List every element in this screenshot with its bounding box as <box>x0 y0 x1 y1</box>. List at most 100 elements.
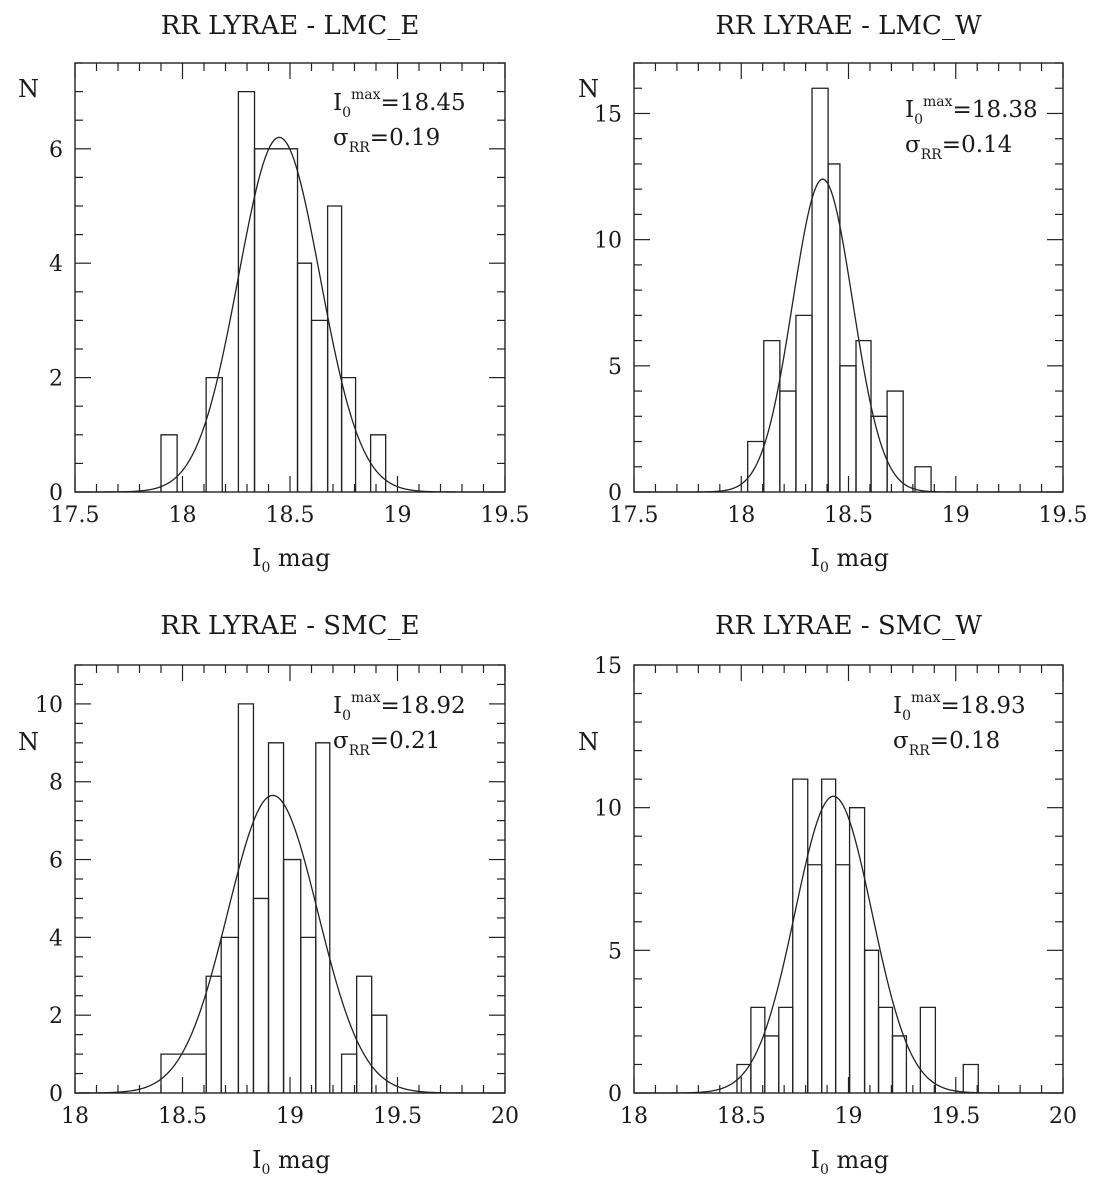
panel1-xlabel: I0 mag <box>252 544 330 576</box>
panel4-ytick-label: 10 <box>594 797 622 822</box>
panel1-ytick-label: 0 <box>49 481 63 506</box>
panel3-ytick-label: 6 <box>49 849 63 874</box>
panel4-hist-bin <box>891 1035 908 1093</box>
panel2-ytick-label: 0 <box>608 481 622 506</box>
panel4-hist-bin <box>877 1006 894 1093</box>
panel1-hist-bin <box>340 376 357 492</box>
panel3-imax-annotation: I0max=18.92 <box>333 690 466 724</box>
panel4-hist-bin <box>863 949 880 1093</box>
panel2-chart: RR LYRAE - LMC_W 17.5 18 18.5 19 19.5 0 5 10 15N I… <box>578 11 1087 576</box>
panel3-hist-bin <box>371 1014 388 1093</box>
panel4-ytick-label: 5 <box>608 939 622 964</box>
panel4-xtick-label: 19 <box>835 1104 863 1129</box>
panel3-ytick-label: 8 <box>49 771 63 796</box>
panel2-xtick-label: 18.5 <box>824 503 873 528</box>
panel1-xtick-label: 18.5 <box>266 503 315 528</box>
panel1-xtick-label: 19.5 <box>481 503 530 528</box>
panel1-plot-frame <box>74 62 506 493</box>
panel3-xtick-label: 19 <box>276 1104 304 1129</box>
panel3-hist-bin <box>205 975 222 1093</box>
panel2-ytick-label: 5 <box>608 355 622 380</box>
panel2-xtick-label: 18 <box>727 503 755 528</box>
panel2-hist-bin <box>795 314 813 492</box>
panel3-plot-frame <box>74 664 506 1094</box>
panel4-gaussian-fit <box>634 795 1063 1094</box>
panel2-title: RR LYRAE - LMC_W <box>715 11 982 41</box>
panel4-hist-bin <box>834 864 851 1093</box>
panel4-imax-annotation: I0max=18.93 <box>893 690 1026 724</box>
panel3-hist-bin <box>282 858 302 1093</box>
panel3-xtick-label: 18.5 <box>158 1104 207 1129</box>
panel4-hist-bin <box>764 1035 780 1093</box>
panel4-hist-bin <box>919 1006 937 1093</box>
panel3-ytick-label: 4 <box>49 926 63 951</box>
panel4-xtick-label: 20 <box>1049 1104 1077 1129</box>
panel3-xtick-label: 18 <box>61 1104 89 1129</box>
panel1-hist-bin <box>205 376 223 492</box>
panel3-ylabel: N <box>18 728 39 756</box>
panel2-hist-bin <box>779 390 797 492</box>
panel2-xtick-label: 19 <box>942 503 970 528</box>
panel4-ylabel: N <box>578 728 599 756</box>
panel3-chart: RR LYRAE - SMC_E 18 18.5 19 19.5 20 0 2 4 6 8 10 N I0… <box>18 611 519 1178</box>
panel4-hist-bin <box>792 778 809 1093</box>
panel4-hist-bin <box>848 807 866 1093</box>
panel1-gaussian-fit <box>75 136 505 493</box>
panel4-xtick-label: 18.5 <box>717 1104 766 1129</box>
panel2-ytick-label: 10 <box>594 229 622 254</box>
panel3-xtick-label: 19.5 <box>373 1104 422 1129</box>
panel4-hist-bin <box>807 864 823 1093</box>
panel3-xtick-label: 20 <box>491 1104 519 1129</box>
panel1-ylabel: N <box>18 75 39 103</box>
panel4-xlabel: I0 mag <box>811 1146 889 1178</box>
panel3-ytick-label: 2 <box>49 1004 63 1029</box>
panel3-hist-bin <box>315 742 331 1093</box>
panel2-sigma-annotation: σRR=0.14 <box>905 132 1012 163</box>
panel2-hist-bin <box>827 163 841 492</box>
panel1-ytick-label: 6 <box>49 138 63 163</box>
panel2-xlabel: I0 mag <box>811 544 889 576</box>
panel1-xtick-label: 17.5 <box>51 503 100 528</box>
panel1-hist-bin <box>369 434 387 492</box>
panel2-hist-bin <box>811 87 829 492</box>
panel2-ytick-label: 15 <box>594 102 622 127</box>
panel2-hist-bin <box>886 390 904 492</box>
panel1-hist-bin <box>160 434 178 492</box>
panel4-chart: RR LYRAE - SMC_W 18 18.5 19 19.5 20 0 5 10 15 N I0 … <box>578 611 1077 1178</box>
panel3-gaussian-fit <box>75 794 505 1094</box>
panel4-hist-bin <box>778 1006 794 1093</box>
panel3-hist-bin <box>356 975 373 1093</box>
panel1-hist-bin <box>326 205 343 492</box>
panel3-sigma-annotation: σRR=0.21 <box>333 728 440 759</box>
panel3-title: RR LYRAE - SMC_E <box>160 611 419 641</box>
panel1-imax-annotation: I0max=18.45 <box>333 87 466 121</box>
panel1-ytick-label: 2 <box>49 367 63 392</box>
panel1-hist-bin <box>237 90 256 492</box>
panel1-sigma-annotation: σRR=0.19 <box>333 125 440 156</box>
panel3-hist-bin <box>300 936 317 1093</box>
panel2-hist-bin <box>914 466 932 492</box>
panel4-title: RR LYRAE - SMC_W <box>715 611 982 641</box>
panel1-chart: RR LYRAE - LMC_E 17.5 18 18.5 19 19.5 0 2 4 6 N I0 … <box>18 11 529 576</box>
panel4-xtick-label: 18 <box>620 1104 648 1129</box>
panel3-hist-bin <box>220 936 240 1093</box>
panel3-xlabel: I0 mag <box>252 1146 330 1178</box>
panel4-ytick-label: 15 <box>594 654 622 679</box>
panel2-gaussian-fit <box>634 178 1063 493</box>
panel2-ylabel: N <box>578 75 599 103</box>
panel2-imax-annotation: I0max=18.38 <box>905 94 1038 128</box>
panel4-ytick-label: 0 <box>608 1082 622 1107</box>
panel1-xtick-label: 18 <box>169 503 197 528</box>
panel4-hist-bin <box>821 778 837 1093</box>
panel2-xtick-label: 17.5 <box>610 503 659 528</box>
panel4-sigma-annotation: σRR=0.18 <box>893 728 1000 759</box>
panel3-ytick-label: 0 <box>49 1082 63 1107</box>
panel4-hist-bin <box>962 1063 979 1093</box>
panel3-hist-bin <box>237 703 255 1093</box>
panel1-hist-bin <box>253 148 299 492</box>
panel2-hist-bin <box>855 339 872 492</box>
panel1-ytick-label: 4 <box>49 252 63 277</box>
panel2-hist-bin <box>839 365 857 492</box>
panel4-xtick-label: 19.5 <box>931 1104 980 1129</box>
panel1-hist-bin <box>310 319 329 492</box>
